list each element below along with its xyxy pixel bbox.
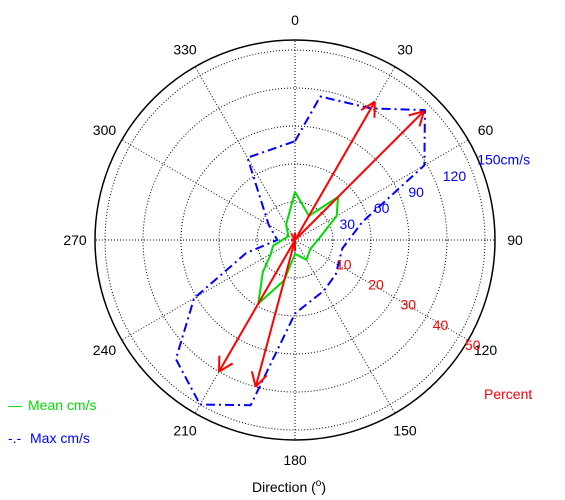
x-axis-label-close: ): [321, 479, 326, 495]
percent-tick-label: 50: [465, 337, 481, 353]
grid-spoke: [121, 239, 296, 341]
angle-tick-label: 30: [397, 41, 413, 57]
percent-arrow-head: [418, 110, 425, 127]
grid-spoke: [294, 239, 396, 414]
series-line: [174, 95, 426, 407]
speed-tick-label: 90: [408, 184, 424, 200]
angle-tick-label: 270: [63, 232, 87, 248]
percent-arrow-head: [360, 100, 376, 111]
grid-spoke: [121, 139, 296, 241]
legend: — Mean cm/s -.- Max cm/s: [8, 397, 96, 446]
speed-tick-label: 30: [339, 216, 355, 232]
legend-mean-label: Mean cm/s: [28, 397, 96, 413]
percent-arrow: [290, 232, 296, 241]
percent-arrows-layer: [218, 100, 425, 388]
angle-tick-label: 60: [478, 122, 494, 138]
angle-tick-label: 330: [173, 41, 197, 57]
percent-tick-label: 20: [368, 277, 384, 293]
angle-tick-label: 0: [291, 12, 299, 28]
x-axis-label-degree: o: [316, 478, 322, 489]
percent-arrow: [218, 239, 296, 373]
angle-tick-label: 180: [283, 452, 307, 468]
x-axis-label: Direction (o): [252, 478, 326, 495]
grid-ring: [142, 87, 448, 393]
speed-tick-label: 150cm/s: [477, 152, 530, 168]
legend-max-marker: -.-: [8, 430, 22, 446]
percent-arrow-head: [218, 362, 234, 373]
angle-tick-label: 240: [93, 342, 117, 358]
angle-tick-label: 120: [474, 342, 498, 358]
percent-arrow: [294, 101, 376, 241]
percent-arrow-head: [408, 110, 425, 117]
legend-mean-marker: —: [8, 397, 22, 413]
angle-tick-label: 210: [173, 423, 197, 439]
outer-ring: [94, 39, 496, 441]
percent-arrow-head: [254, 374, 268, 388]
percent-arrow-head: [250, 371, 257, 388]
percent-axis-title: Percent: [484, 386, 532, 402]
percent-tick-label: 10: [336, 256, 352, 272]
angle-tick-label: 150: [393, 423, 417, 439]
grid-spoke: [294, 139, 469, 241]
labels-layer: 0 30 60 90 120 150 180 210 240 270 300 330 30 60 90 120…: [63, 12, 530, 468]
percent-arrow: [254, 239, 296, 388]
percent-tick-label: 30: [400, 297, 416, 313]
series-layer: [174, 95, 426, 407]
legend-max-label: Max cm/s: [30, 430, 90, 446]
angle-tick-label: 90: [507, 232, 523, 248]
grid-ring: [256, 201, 334, 279]
grid-spoke: [194, 66, 296, 241]
grid-spoke: [294, 239, 469, 341]
speed-tick-label: 60: [374, 200, 390, 216]
percent-arrow: [294, 110, 425, 241]
speed-tick-label: 120: [443, 168, 467, 184]
angle-tick-label: 300: [93, 122, 117, 138]
polar-grid: [94, 39, 496, 441]
percent-tick-label: 40: [433, 317, 449, 333]
x-axis-label-text: Direction (: [252, 479, 316, 495]
